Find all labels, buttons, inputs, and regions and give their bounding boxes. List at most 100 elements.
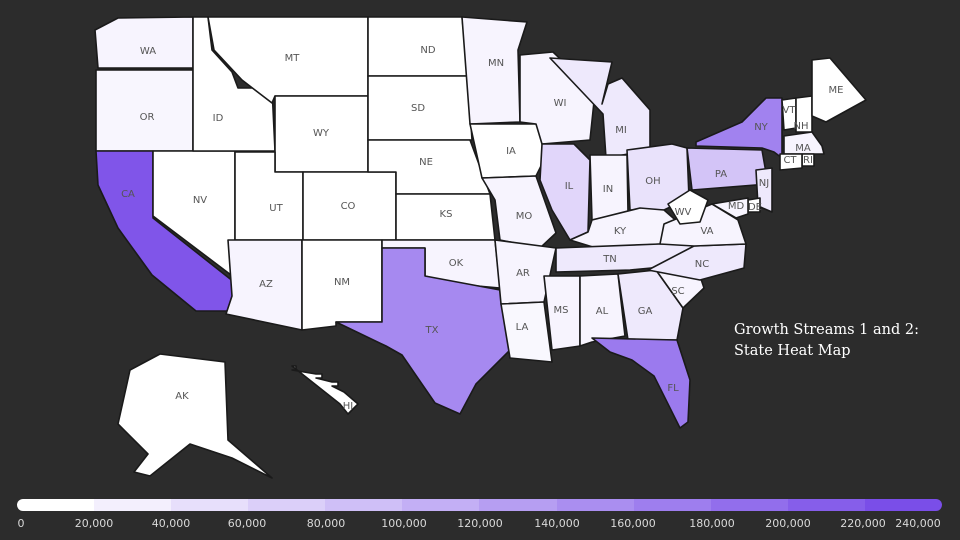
us-state-heat-map: WA OR CA NV ID MT WY UT CO AZ NM ND SD NE KS OK TX MN IA MO… [94,16,867,479]
state-nd [367,16,469,77]
state-label-ca: CA [121,189,135,200]
state-md [711,197,749,219]
state-label-ak: AK [175,391,189,402]
legend-tick: 20,000 [74,517,114,530]
state-label-mo: MO [516,211,533,222]
state-nc [647,243,747,281]
legend-step-11 [864,499,942,511]
legend-step-7 [556,499,634,511]
state-ct [779,153,803,171]
legend-tick: 100,000 [381,517,427,530]
legend-step-9 [710,499,788,511]
legend-step-6 [479,499,557,511]
legend-step-1 [94,499,172,511]
state-label-id: ID [213,113,224,124]
legend-tick: 220,000 [840,517,886,530]
legend-step-4 [325,499,403,511]
state-label-ms: MS [554,305,569,316]
state-mi [549,57,651,159]
legend-step-8 [633,499,711,511]
legend-step-10 [787,499,865,511]
legend-tick: 120,000 [457,517,503,530]
state-label-nv: NV [193,195,207,206]
state-hi [291,365,359,415]
state-label-md: MD [728,201,745,212]
state-shapes [94,16,867,479]
state-labels: WA OR CA NV ID MT WY UT CO AZ NM ND SD NE KS OK TX MN IA MO… [121,45,843,412]
state-label-ct: CT [783,155,797,166]
legend-tick: 180,000 [689,517,735,530]
state-label-wy: WY [313,128,330,139]
legend-step-5 [402,499,480,511]
state-label-tx: TX [425,325,439,336]
legend-tick: 80,000 [306,517,346,530]
state-label-ok: OK [449,258,464,269]
state-label-ks: KS [440,209,453,220]
state-label-or: OR [140,112,155,123]
state-pa [686,147,769,191]
legend-tick: 140,000 [534,517,580,530]
state-label-nc: NC [695,259,709,270]
legend-tick-labels: 0 20,000 40,000 60,000 80,000 100,000 120,000 1… [0,517,960,533]
state-ak [117,353,273,479]
state-label-mt: MT [285,53,301,64]
state-label-tn: TN [602,254,617,265]
legend-tick: 200,000 [765,517,811,530]
state-label-ne: NE [419,157,433,168]
state-label-ny: NY [754,122,768,133]
caption-line-2: State Heat Map [734,343,851,359]
legend-step-3 [248,499,326,511]
state-label-fl: FL [667,383,679,394]
state-label-nd: ND [420,45,435,56]
state-label-nj: NJ [759,178,769,189]
state-label-sc: SC [671,286,684,297]
state-label-la: LA [516,322,529,333]
state-label-co: CO [341,201,356,212]
state-label-ia: IA [506,146,516,157]
legend-tick: 240,000 [895,517,941,530]
state-me [811,57,867,123]
state-label-ut: UT [269,203,283,214]
state-label-wv: WV [675,207,692,218]
state-label-vt: VT [783,105,797,116]
state-label-il: IL [565,181,574,192]
state-label-mi: MI [615,125,627,136]
state-label-al: AL [596,306,609,317]
caption-line-1: Growth Streams 1 and 2: [734,322,919,338]
state-label-sd: SD [411,103,425,114]
state-label-oh: OH [645,176,660,187]
legend-tick: 60,000 [227,517,267,530]
state-label-ma: MA [795,143,811,154]
legend-tick: 0 [17,517,25,530]
state-label-mn: MN [488,58,504,69]
legend-tick: 40,000 [151,517,191,530]
legend-tick: 160,000 [610,517,656,530]
state-label-de: DE [748,202,762,213]
state-sd [367,75,473,141]
state-label-me: ME [829,85,844,96]
state-fl [591,337,691,429]
color-scale-legend [17,499,942,511]
state-az [225,239,303,331]
state-ma [783,131,825,155]
state-label-ga: GA [638,306,653,317]
state-label-ar: AR [516,268,530,279]
state-label-nh: NH [794,121,809,132]
state-mn [461,16,528,125]
state-label-az: AZ [259,279,273,290]
state-wa [94,16,194,69]
state-label-in: IN [603,184,613,195]
state-label-hi: HI [343,401,353,412]
legend-step-0 [17,499,95,511]
state-label-wi: WI [554,98,567,109]
state-la [500,301,553,363]
state-label-ri: RI [803,155,813,166]
state-or [95,69,194,152]
state-wv [667,189,709,225]
state-label-wa: WA [140,46,156,57]
state-label-pa: PA [715,169,727,180]
state-tx [335,247,516,415]
map-caption: Growth Streams 1 and 2: State Heat Map [734,320,944,362]
state-label-ky: KY [614,226,627,237]
state-label-nm: NM [334,277,350,288]
